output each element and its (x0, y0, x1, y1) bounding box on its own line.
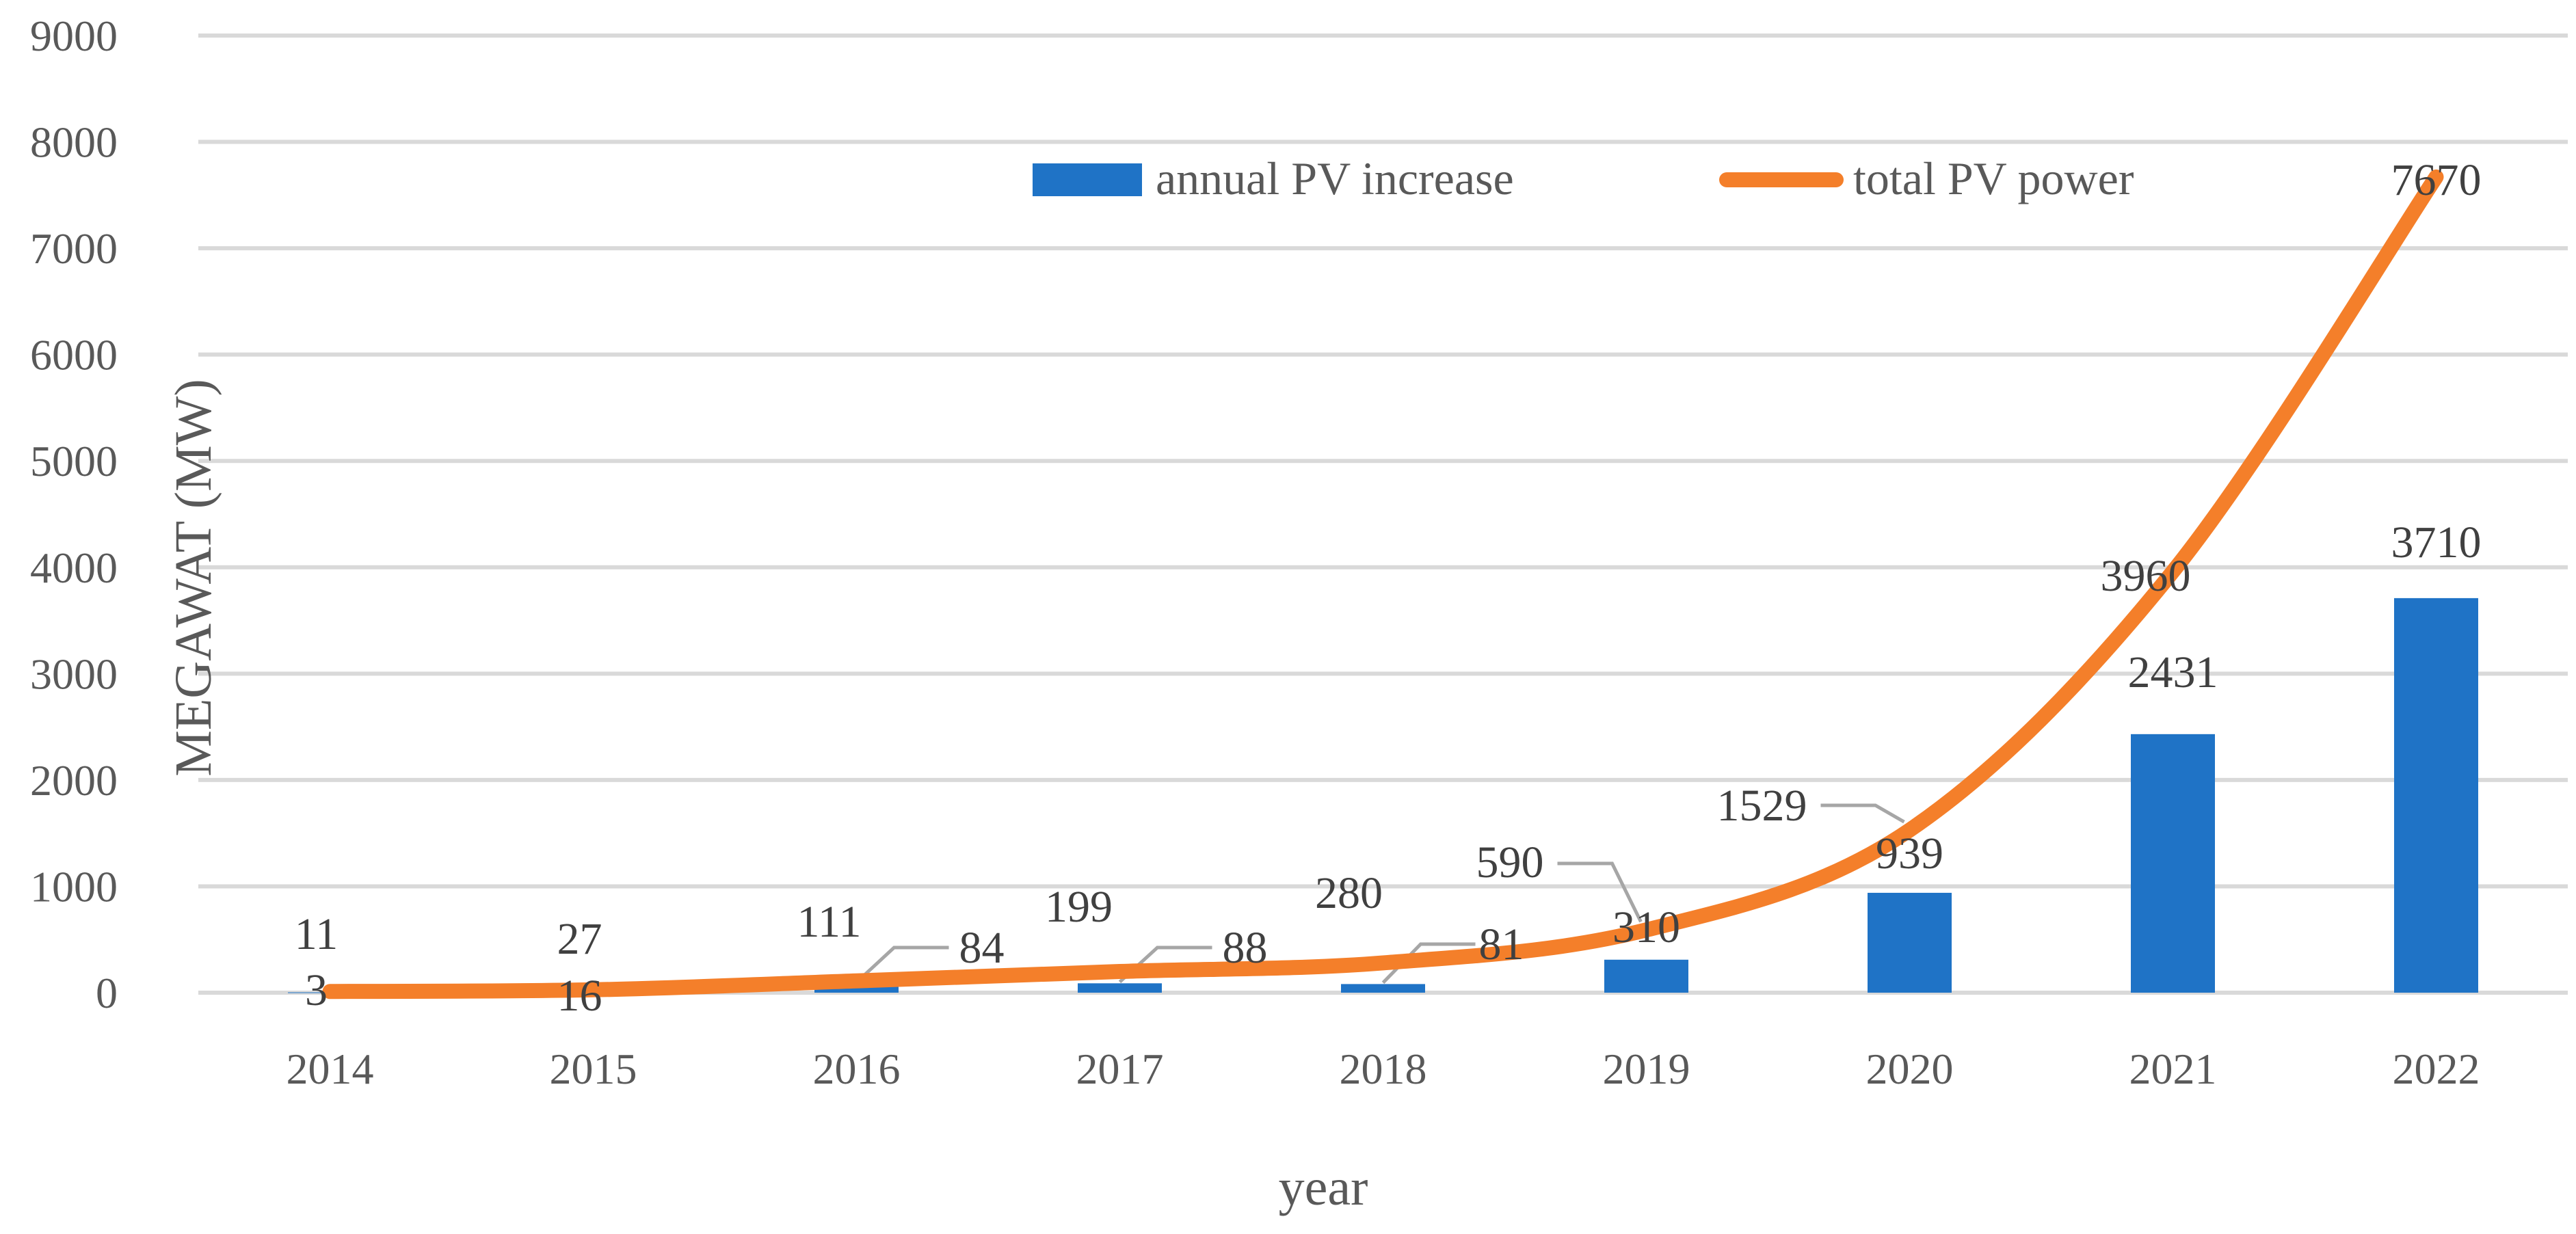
y-tick-label: 1000 (30, 862, 118, 911)
bar-2017 (1078, 983, 1162, 993)
y-tick-label: 8000 (30, 118, 118, 167)
x-tick-label: 2021 (2129, 1045, 2217, 1093)
leader-line (1381, 942, 1476, 984)
line-series (322, 169, 2444, 1000)
bar-2020 (1868, 892, 1952, 993)
x-axis-ticks: 2014 2015 2016 2017 2018 2019 2020 2021 2022 (287, 1045, 2480, 1093)
x-axis-title: year (1279, 1159, 1368, 1216)
x-tick-label: 2019 (1603, 1045, 1690, 1093)
gridlines (198, 33, 2568, 995)
y-tick-label: 6000 (30, 331, 118, 379)
legend: annual PV increase total PV power (1033, 152, 2134, 204)
leader-line (855, 945, 949, 984)
line-label-2017: 199 (1045, 882, 1113, 932)
y-tick-label: 2000 (30, 756, 118, 805)
leader-line (1820, 803, 1905, 824)
bar-2018 (1341, 984, 1425, 993)
bar-2022 (2394, 598, 2478, 993)
bar-label-2019: 310 (1612, 902, 1680, 952)
y-tick-label: 9000 (30, 12, 118, 60)
line-label-2016: 111 (797, 897, 861, 947)
x-tick-label: 2020 (1866, 1045, 1954, 1093)
x-tick-label: 2018 (1340, 1045, 1427, 1093)
bar-label-2018: 81 (1479, 920, 1524, 969)
y-tick-label: 4000 (30, 544, 118, 592)
bar-label-2014: 3 (305, 965, 328, 1015)
bar-2021 (2131, 734, 2215, 993)
bar-label-2015: 16 (557, 971, 602, 1021)
x-tick-label: 2016 (813, 1045, 901, 1093)
line-label-2014: 11 (295, 909, 338, 959)
leader-line (1557, 861, 1643, 923)
line-label-2020: 1529 (1717, 781, 1807, 831)
y-tick-label: 7000 (30, 224, 118, 273)
bar-label-2016: 84 (959, 923, 1005, 973)
x-tick-label: 2022 (2393, 1045, 2480, 1093)
bar-label-2021: 2431 (2128, 647, 2218, 697)
y-tick-label: 3000 (30, 649, 118, 698)
x-tick-label: 2014 (287, 1045, 374, 1093)
line-total-pv-power (322, 169, 2444, 1000)
line-label-2022: 7670 (2391, 155, 2482, 205)
y-axis-title: MEGAWAT (MW) (165, 379, 222, 776)
bar-2019 (1604, 959, 1688, 993)
line-label-2019: 590 (1476, 837, 1544, 887)
legend-label-line: total PV power (1853, 152, 2134, 204)
bar-label-2020: 939 (1876, 829, 1943, 878)
y-tick-label: 0 (96, 969, 118, 1017)
legend-swatch-bar (1033, 163, 1142, 196)
line-label-2015: 27 (557, 914, 602, 964)
y-tick-label: 5000 (30, 437, 118, 485)
bar-label-2017: 88 (1223, 923, 1268, 973)
legend-label-bar: annual PV increase (1156, 152, 1514, 204)
line-label-2018: 280 (1315, 868, 1383, 918)
x-tick-label: 2017 (1076, 1045, 1164, 1093)
y-axis-ticks: 0 1000 2000 3000 4000 5000 6000 7000 8000 9000 (30, 12, 118, 1017)
bar-label-2022: 3710 (2391, 518, 2482, 567)
x-tick-label: 2015 (550, 1045, 637, 1093)
data-labels: 3 16 84 88 81 310 939 2431 3710 11 27 111 199 280 590 1… (295, 155, 2482, 1021)
line-label-2021: 3960 (2101, 551, 2191, 601)
